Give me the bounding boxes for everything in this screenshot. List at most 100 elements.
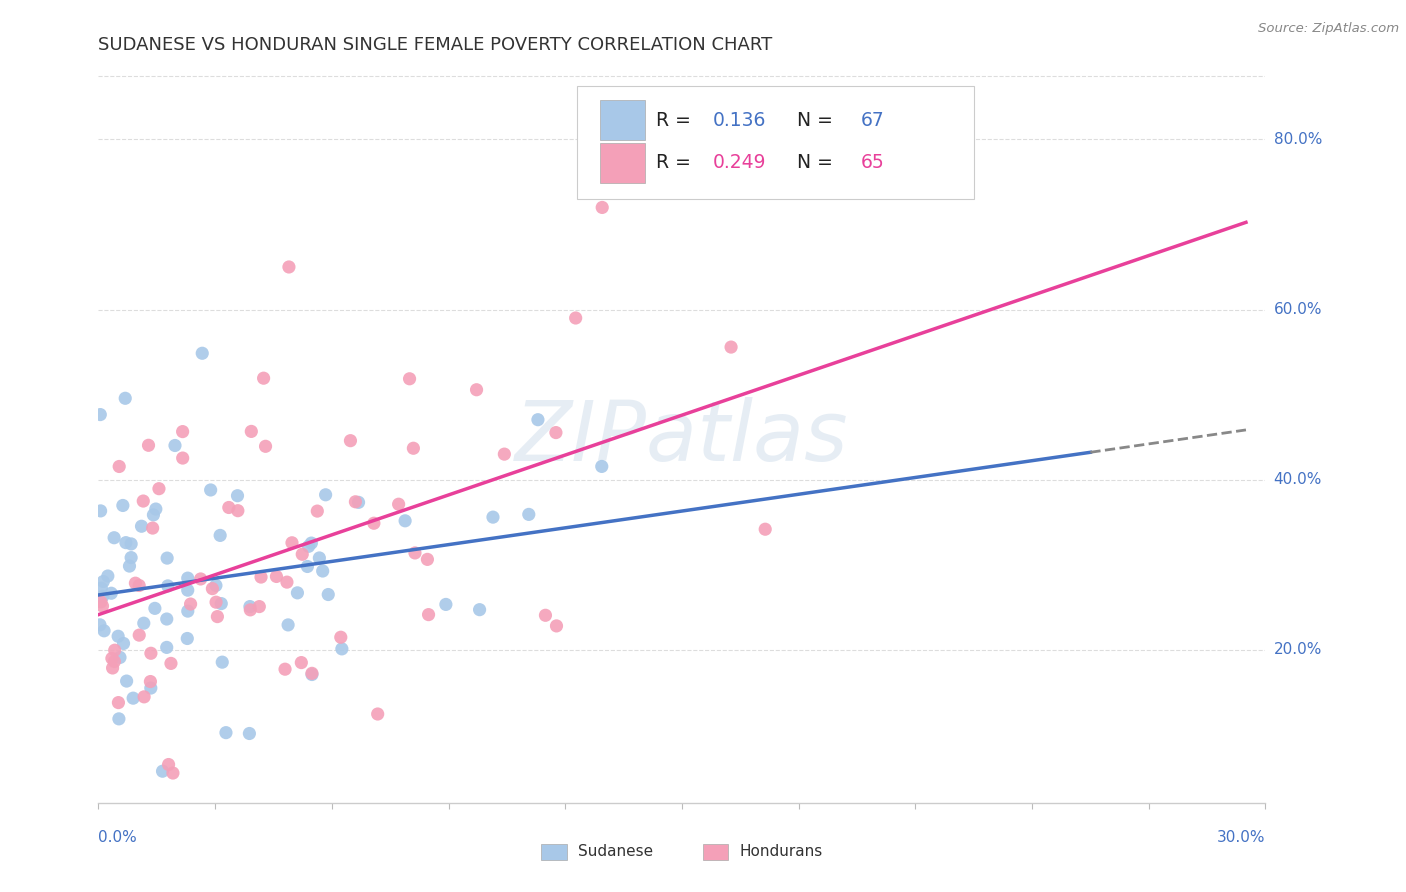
Text: ZIPatlas: ZIPatlas <box>515 397 849 477</box>
Point <box>172 425 194 439</box>
Point <box>112 636 135 650</box>
Point <box>190 572 212 586</box>
Point <box>90 581 112 595</box>
Text: 65: 65 <box>860 153 884 172</box>
Point <box>209 597 232 611</box>
Point <box>398 372 420 386</box>
Point <box>138 438 160 452</box>
Point <box>89 617 111 632</box>
Point <box>291 547 314 561</box>
Point <box>100 586 122 600</box>
Text: R =: R = <box>657 153 697 172</box>
Point <box>330 641 353 656</box>
Text: R =: R = <box>657 111 697 130</box>
Point <box>177 604 200 618</box>
Point <box>404 546 426 560</box>
Point <box>128 628 150 642</box>
Point <box>114 392 136 406</box>
Point <box>104 643 127 657</box>
Point <box>494 447 516 461</box>
Point <box>132 616 155 631</box>
Text: 40.0%: 40.0% <box>1274 472 1322 487</box>
Point <box>120 537 142 551</box>
Point <box>546 619 568 633</box>
Text: 67: 67 <box>860 111 884 130</box>
Point <box>276 575 298 590</box>
Point <box>103 655 125 669</box>
FancyBboxPatch shape <box>576 86 973 200</box>
Point <box>148 482 170 496</box>
FancyBboxPatch shape <box>600 100 644 140</box>
Point <box>90 595 112 609</box>
Point <box>128 578 150 592</box>
Point <box>207 609 229 624</box>
Point <box>142 521 165 535</box>
Point <box>162 766 184 780</box>
Point <box>108 712 131 726</box>
Point <box>329 630 352 644</box>
Point <box>111 499 134 513</box>
Point <box>142 508 165 522</box>
Point <box>281 536 304 550</box>
Point <box>107 629 129 643</box>
Point <box>468 602 491 616</box>
Point <box>93 624 115 638</box>
Point <box>201 582 224 596</box>
Text: 80.0%: 80.0% <box>1274 132 1322 147</box>
Point <box>160 657 183 671</box>
Point <box>139 681 162 695</box>
Point <box>191 346 214 360</box>
Point <box>120 550 142 565</box>
Point <box>180 597 202 611</box>
Point <box>591 459 613 474</box>
Point <box>239 603 262 617</box>
Point <box>240 425 263 439</box>
Text: 30.0%: 30.0% <box>1218 830 1265 845</box>
Point <box>482 510 505 524</box>
Point <box>97 569 120 583</box>
Point <box>118 559 141 574</box>
Text: Hondurans: Hondurans <box>740 845 823 859</box>
Point <box>209 528 232 542</box>
Text: N =: N = <box>785 153 838 172</box>
Point <box>239 599 262 614</box>
Point <box>564 311 586 326</box>
FancyBboxPatch shape <box>600 143 644 183</box>
Point <box>90 504 112 518</box>
Point <box>418 607 440 622</box>
Point <box>226 504 249 518</box>
Point <box>91 574 114 589</box>
Text: 0.249: 0.249 <box>713 153 766 172</box>
Point <box>363 516 385 531</box>
Point <box>367 706 389 721</box>
Point <box>211 655 233 669</box>
Point <box>238 726 260 740</box>
Point <box>312 564 335 578</box>
Point <box>250 570 273 584</box>
Point <box>544 425 567 440</box>
Point <box>252 371 274 385</box>
Point <box>124 576 146 591</box>
Point <box>91 590 114 604</box>
Point <box>416 552 439 566</box>
Text: Sudanese: Sudanese <box>578 845 652 859</box>
Point <box>177 583 200 598</box>
Point <box>152 764 174 779</box>
Point <box>266 569 288 583</box>
Point <box>287 586 309 600</box>
Point <box>517 508 540 522</box>
Point <box>205 595 228 609</box>
Point <box>122 691 145 706</box>
Point <box>163 438 186 452</box>
Point <box>143 601 166 615</box>
Point <box>132 494 155 508</box>
Point <box>139 674 162 689</box>
Point <box>434 598 457 612</box>
Point <box>108 459 131 474</box>
Point <box>101 651 124 665</box>
Point <box>107 696 129 710</box>
Point <box>108 650 131 665</box>
Point <box>301 666 323 681</box>
Point <box>226 489 249 503</box>
Point <box>534 608 557 623</box>
